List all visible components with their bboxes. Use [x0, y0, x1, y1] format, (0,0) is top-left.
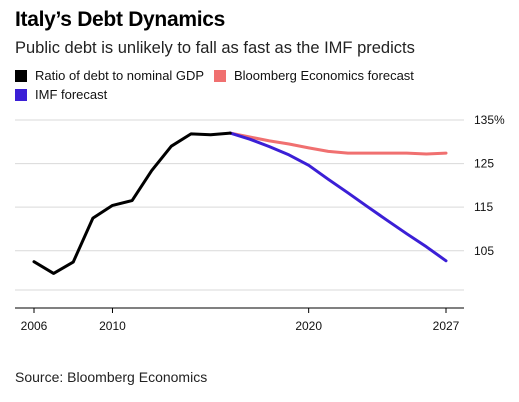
legend-item-bloomberg-forecast: Bloomberg Economics forecast: [214, 68, 414, 83]
legend-swatch-imf-forecast: [15, 88, 27, 101]
legend-label-bloomberg-forecast: Bloomberg Economics forecast: [234, 68, 414, 83]
chart-legend: Ratio of debt to nominal GDP Bloomberg E…: [15, 68, 505, 108]
legend-swatch-debt-ratio: [15, 69, 27, 82]
gridlines: [15, 119, 464, 291]
x-tick-label: 2020: [295, 319, 322, 333]
y-tick-label: 135%: [474, 113, 505, 127]
chart-title: Italy’s Debt Dynamics: [15, 8, 226, 31]
chart-source: Source: Bloomberg Economics: [15, 369, 208, 385]
series-lines: [32, 131, 448, 275]
legend-swatch-bloomberg-forecast: [214, 69, 226, 82]
legend-item-imf-forecast: IMF forecast: [15, 87, 107, 102]
x-tick-label: 2027: [433, 319, 460, 333]
series-line-bloomberg-forecast: [228, 131, 448, 156]
legend-label-imf-forecast: IMF forecast: [35, 87, 108, 102]
legend-item-debt-ratio: Ratio of debt to nominal GDP: [15, 68, 204, 83]
x-axis: 2006 2010 2020 2027: [15, 307, 464, 333]
chart-subtitle: Public debt is unlikely to fall as fast …: [15, 39, 415, 57]
x-tick-label: 2010: [99, 319, 126, 333]
series-line-debt-ratio: [32, 131, 232, 275]
y-tick-label: 125: [474, 157, 494, 171]
y-tick-label: 115: [474, 200, 493, 214]
y-axis-ticks: 135% 125 115 105: [474, 113, 505, 258]
x-tick-label: 2006: [21, 319, 48, 333]
series-line-imf-forecast: [228, 131, 448, 263]
y-tick-label: 105: [474, 244, 494, 258]
legend-label-debt-ratio: Ratio of debt to nominal GDP: [35, 68, 205, 83]
